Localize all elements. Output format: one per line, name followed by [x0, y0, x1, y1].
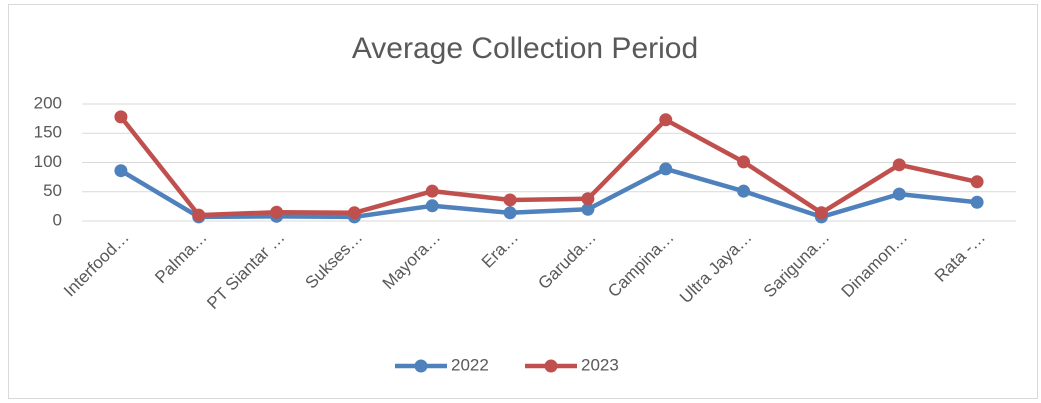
legend-marker — [414, 359, 428, 373]
point — [970, 195, 984, 209]
y-tick-label: 0 — [53, 210, 62, 229]
point — [114, 110, 128, 124]
point — [659, 113, 673, 127]
point — [581, 202, 595, 216]
legend-label: 2022 — [451, 355, 489, 374]
point — [814, 206, 828, 220]
point — [970, 175, 984, 189]
chart-title: Average Collection Period — [352, 32, 698, 65]
point — [892, 187, 906, 201]
point — [659, 162, 673, 176]
point — [270, 205, 284, 219]
point — [503, 193, 517, 207]
y-tick-label: 100 — [34, 152, 62, 171]
legend-label: 2023 — [581, 355, 619, 374]
point — [503, 206, 517, 220]
y-tick-label: 200 — [34, 93, 62, 112]
point — [192, 208, 206, 222]
point — [737, 155, 751, 169]
y-tick-label: 50 — [43, 181, 62, 200]
point — [737, 184, 751, 198]
point — [347, 206, 361, 220]
point — [425, 199, 439, 213]
y-tick-label: 150 — [34, 123, 62, 142]
series-line — [119, 115, 978, 218]
legend-marker — [544, 359, 558, 373]
point — [892, 158, 906, 172]
series-line — [119, 166, 978, 220]
point — [114, 164, 128, 178]
point — [425, 184, 439, 198]
point — [581, 192, 595, 206]
